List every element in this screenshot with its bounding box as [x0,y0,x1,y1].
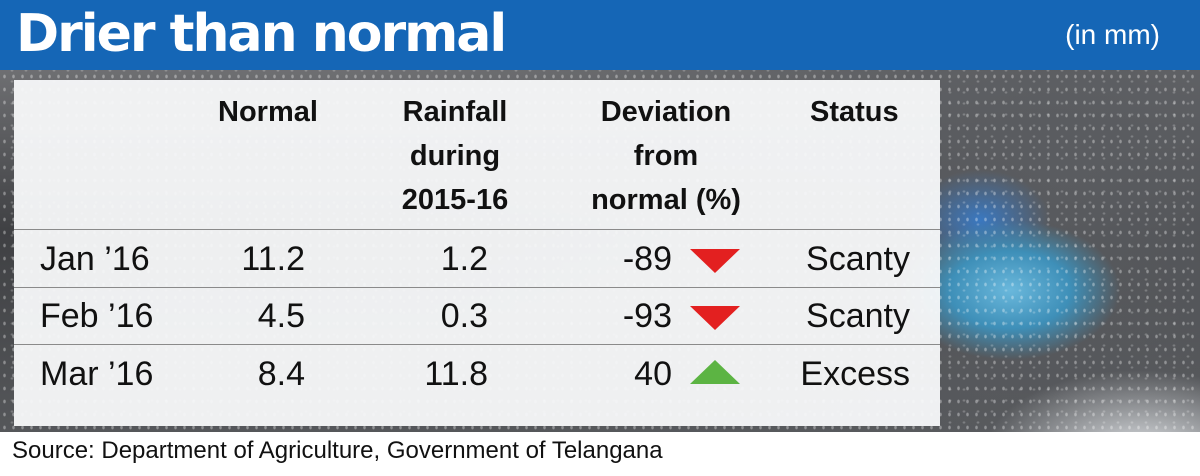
normal-cell: 8.4 [257,355,305,393]
up-arrow-icon [690,360,740,384]
row-divider [14,229,940,230]
source-note: Source: Department of Agriculture, Gover… [12,437,663,464]
deviation-cell: -93 [622,297,672,335]
month-cell: Feb ’16 [40,297,154,335]
header-normal: Normal [218,96,318,128]
deviation-cell: -89 [622,240,672,278]
normal-cell: 4.5 [257,297,305,335]
month-cell: Mar ’16 [40,355,154,393]
chart-title: Drier than normal [16,4,507,64]
month-cell: Jan ’16 [40,240,150,278]
status-cell: Scanty [806,297,910,335]
row-divider [14,287,940,288]
title-banner: Drier than normal (in mm) [0,0,1200,70]
status-cell: Scanty [806,240,910,278]
deviation-cell: 40 [634,355,672,393]
header-rainfall: Rainfall during 2015-16 [401,96,509,216]
rainfall-cell: 0.3 [440,297,488,335]
rainfall-cell: 11.8 [424,355,488,393]
row-divider [14,344,940,345]
unit-label: (in mm) [1065,19,1160,50]
down-arrow-icon [690,249,740,273]
down-arrow-icon [690,306,740,330]
rainfall-cell: 1.2 [440,240,488,278]
normal-cell: 11.2 [241,240,305,278]
data-table [14,80,940,426]
header-status: Status [810,96,899,128]
header-deviation: Deviation from normal (%) [591,96,741,216]
status-cell: Excess [800,355,910,393]
